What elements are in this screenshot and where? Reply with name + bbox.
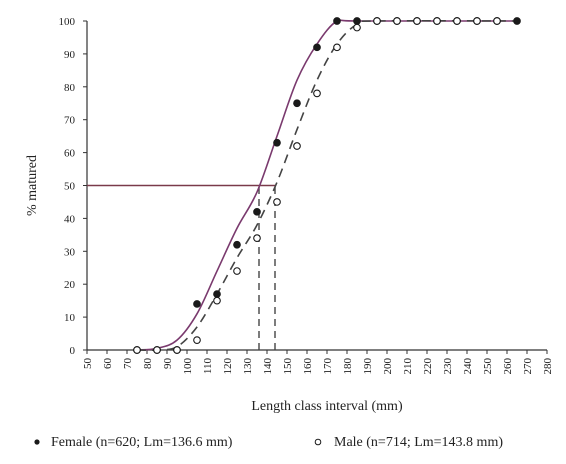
y-tick-label: 40: [64, 213, 76, 225]
legend-male-marker: [314, 438, 322, 446]
series-2-point: [153, 346, 161, 354]
series-1-point: [513, 17, 521, 25]
series-1-point: [213, 290, 221, 298]
series-2-point: [493, 17, 501, 25]
x-tick-label: 170: [322, 358, 334, 375]
series-2-point: [373, 17, 381, 25]
x-tick-label: 50: [82, 358, 94, 370]
series-2-point: [393, 17, 401, 25]
series-2-point: [193, 336, 201, 344]
series-2-point: [133, 346, 141, 354]
x-tick-label: 70: [122, 358, 134, 370]
x-tick-label: 100: [182, 358, 194, 375]
x-tick-label: 110: [202, 358, 214, 375]
legend-male-label: Male (n=714; Lm=143.8 mm): [334, 435, 503, 450]
x-tick-label: 240: [462, 358, 474, 375]
x-tick-label: 270: [522, 358, 534, 375]
x-tick-label: 140: [262, 358, 274, 375]
y-tick-label: 80: [64, 82, 76, 94]
series-2-point: [333, 43, 341, 52]
x-tick-label: 280: [542, 358, 554, 375]
x-tick-label: 200: [382, 358, 394, 375]
x-tick-label: 210: [402, 358, 414, 375]
series-1-fit-curve: [136, 18, 517, 351]
series-2-point: [273, 198, 281, 206]
y-axis-title: % matured: [25, 155, 40, 216]
y-tick-label: 70: [64, 115, 76, 127]
x-tick-label: 260: [502, 358, 514, 375]
series-1-point: [273, 138, 281, 147]
x-tick-label: 130: [242, 358, 254, 375]
series-1-point: [253, 207, 261, 216]
x-tick-label: 220: [422, 358, 434, 375]
x-tick-label: 120: [222, 358, 234, 375]
series-1-point: [333, 17, 341, 25]
series-2-point: [173, 346, 181, 354]
x-axis-title: Length class interval (mm): [251, 399, 403, 414]
x-tick-label: 180: [342, 358, 354, 375]
y-tick-label: 60: [64, 148, 76, 160]
series-2-point: [453, 17, 461, 25]
y-tick-label: 100: [59, 16, 76, 28]
series-1-point: [313, 43, 321, 52]
x-tick-label: 190: [362, 358, 374, 375]
series-2-point: [433, 17, 441, 25]
x-tick-label: 250: [482, 358, 494, 375]
series-1-point: [193, 300, 201, 308]
series-2-point: [353, 23, 361, 32]
y-tick-label: 20: [64, 279, 76, 291]
series-2-point: [233, 267, 241, 275]
x-tick-label: 80: [142, 358, 154, 370]
y-tick-label: 90: [64, 49, 76, 61]
x-tick-label: 160: [302, 358, 314, 375]
series-1-point: [353, 17, 361, 25]
series-2-point: [473, 17, 481, 25]
y-tick-label: 50: [64, 181, 76, 193]
y-tick-label: 30: [64, 246, 76, 258]
x-tick-label: 90: [162, 358, 174, 370]
x-tick-label: 60: [102, 358, 114, 370]
series-2-point: [313, 89, 321, 98]
series-2-point: [253, 234, 261, 242]
series-2-point: [213, 296, 221, 305]
x-tick-label: 230: [442, 358, 454, 375]
series-1-point: [293, 99, 301, 108]
series-1-point: [233, 240, 241, 249]
y-tick-label: 10: [64, 312, 76, 324]
x-tick-label: 150: [282, 358, 294, 375]
legend-female-marker: [34, 439, 40, 445]
series-2-point: [293, 142, 301, 150]
series-2-point: [413, 17, 421, 25]
y-tick-label: 0: [70, 345, 76, 357]
legend-female-label: Female (n=620; Lm=136.6 mm): [51, 435, 233, 450]
